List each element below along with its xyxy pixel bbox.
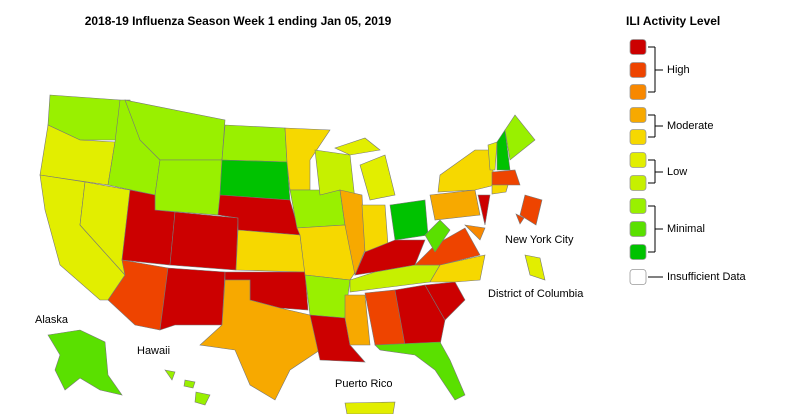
place-label: New York City xyxy=(505,234,574,246)
state xyxy=(221,124,288,163)
legend-swatch xyxy=(629,269,647,285)
city-inset xyxy=(515,213,525,225)
bracket xyxy=(648,205,663,253)
legend-swatch xyxy=(629,107,647,123)
state xyxy=(304,274,351,319)
state xyxy=(389,199,429,241)
state xyxy=(394,284,446,346)
legend-label: High xyxy=(667,64,690,76)
legend-swatch xyxy=(629,175,647,191)
legend-label: Minimal xyxy=(667,223,705,235)
state xyxy=(289,189,346,229)
legend-swatch xyxy=(629,152,647,168)
state xyxy=(219,159,291,201)
state xyxy=(424,281,466,321)
state xyxy=(491,169,521,186)
state xyxy=(429,254,486,283)
state xyxy=(235,229,306,273)
state xyxy=(199,279,321,401)
place-label: Puerto Rico xyxy=(335,378,392,390)
state xyxy=(159,267,226,331)
hawaii xyxy=(183,379,196,389)
hawaii xyxy=(164,369,176,381)
bracket xyxy=(648,159,663,184)
state xyxy=(504,114,536,161)
map-title: 2018-19 Influenza Season Week 1 ending J… xyxy=(85,14,392,28)
state xyxy=(464,224,486,241)
district-inset xyxy=(524,254,546,281)
state xyxy=(374,341,466,401)
bracket xyxy=(648,46,663,93)
legend-swatch xyxy=(629,84,647,100)
legend-label: Moderate xyxy=(667,120,713,132)
state xyxy=(437,149,496,193)
state xyxy=(47,94,126,141)
city-inset xyxy=(519,194,543,226)
state xyxy=(339,189,366,277)
state xyxy=(344,294,371,346)
legend-swatch xyxy=(629,198,647,214)
place-label: Alaska xyxy=(35,314,69,326)
state xyxy=(154,159,223,216)
state xyxy=(424,219,451,253)
state xyxy=(487,141,498,171)
state xyxy=(477,194,491,226)
state xyxy=(169,211,239,271)
hawaii xyxy=(194,391,211,406)
place-label: District of Columbia xyxy=(488,288,584,300)
state xyxy=(429,189,481,221)
state xyxy=(491,184,509,195)
bracket xyxy=(648,114,663,138)
legend-title: ILI Activity Level xyxy=(626,14,720,28)
puerto-rico xyxy=(344,401,396,414)
state xyxy=(309,314,366,363)
state xyxy=(359,154,396,201)
place-label: Hawaii xyxy=(137,345,170,357)
legend-swatch xyxy=(629,244,647,260)
legend-swatch xyxy=(629,62,647,78)
us-map xyxy=(39,94,546,414)
legend-swatch xyxy=(629,129,647,145)
legend-label: Low xyxy=(667,166,687,178)
legend-swatch xyxy=(629,221,647,237)
legend-swatch xyxy=(629,39,647,55)
legend-label: Insufficient Data xyxy=(667,271,747,283)
legend: ILI Activity Level High Moderate Low Min… xyxy=(626,14,747,285)
state xyxy=(334,137,381,156)
alaska xyxy=(47,329,123,396)
state xyxy=(414,227,481,266)
state xyxy=(496,129,511,171)
